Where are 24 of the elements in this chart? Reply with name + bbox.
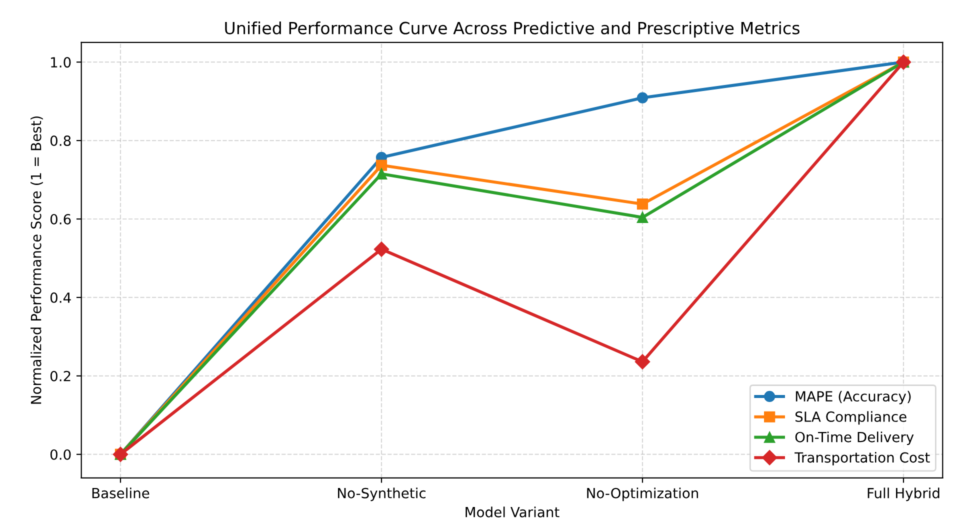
x-tick-label: No-Optimization bbox=[587, 488, 698, 502]
point bbox=[376, 168, 388, 180]
chart-title: Unified Performance Curve Across Predictive and Prescriptive Metrics bbox=[225, 21, 800, 38]
y-axis-title: Normalized Performance Score (1 = Best) bbox=[30, 116, 43, 404]
legend-label: On-Time Delivery bbox=[795, 432, 914, 446]
legend-label: Transportation Cost bbox=[794, 452, 930, 466]
x-tick-label: Baseline bbox=[92, 488, 150, 498]
y-tick-label: 0.8 bbox=[50, 136, 71, 146]
point bbox=[636, 212, 648, 223]
y-tick-label: 0.6 bbox=[50, 214, 71, 224]
point bbox=[634, 354, 650, 370]
point bbox=[636, 198, 648, 210]
y-tick-label: 0.2 bbox=[50, 370, 70, 382]
legend-label: MAPE (Accuracy) bbox=[796, 390, 911, 404]
point bbox=[636, 92, 648, 104]
point bbox=[374, 242, 390, 257]
y-tick-label: 0.0 bbox=[50, 449, 71, 460]
point bbox=[376, 160, 388, 171]
y-tick-label: 0.4 bbox=[50, 292, 71, 303]
x-tick-label: No-Synthetic bbox=[338, 488, 426, 502]
y-tick-label: 1.0 bbox=[51, 57, 71, 68]
x-axis-title: Model Variant bbox=[466, 506, 560, 518]
x-tick-label: Full Hybrid bbox=[868, 488, 940, 502]
legend-label: SLA Compliance bbox=[795, 411, 906, 425]
